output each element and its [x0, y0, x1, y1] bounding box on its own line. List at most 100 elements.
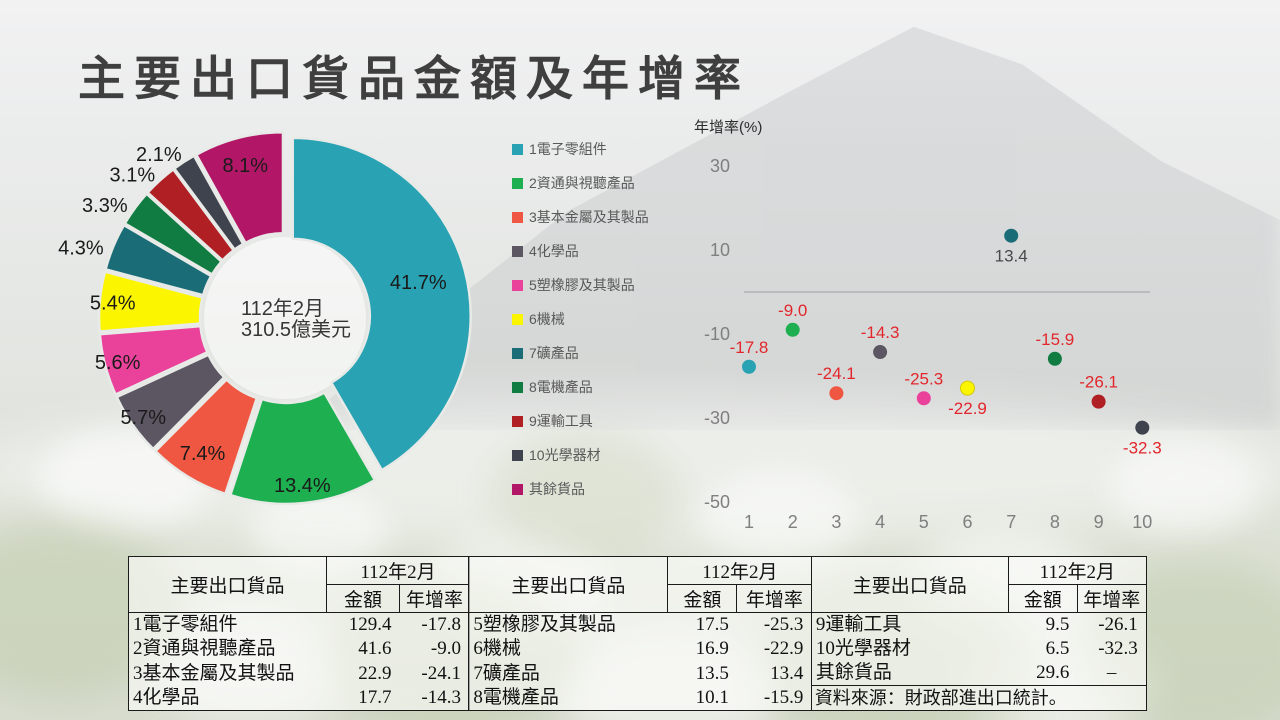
scatter-point-1電子零組件 [742, 359, 756, 374]
cell-amount: 22.9 [358, 662, 392, 684]
legend-swatch [512, 415, 523, 427]
legend-swatch [512, 313, 523, 325]
cell-amount: 17.5 [695, 614, 729, 636]
pie-slice-1電子零組件 [291, 136, 472, 472]
legend-item-5塑橡膠及其製品: 5塑橡膠及其製品 [512, 268, 649, 302]
legend-swatch [512, 449, 523, 461]
table-row: 10光學器材 6.5 -32.3 [811, 637, 1146, 661]
scatter-xtick: 10 [1132, 512, 1152, 532]
scatter-point-2資通與視聽產品 [785, 322, 800, 337]
scatter-point-label: -24.1 [817, 364, 856, 383]
legend-swatch [512, 245, 523, 257]
table-row: 5塑橡膠及其製品 17.5 -25.3 [469, 613, 812, 638]
scatter-point-9運輸工具 [1091, 394, 1106, 409]
scatter-ytick: 30 [710, 156, 730, 176]
scatter-point-label: -15.9 [1036, 330, 1075, 349]
scatter-xtick: 8 [1050, 512, 1060, 532]
col-header-name: 主要出口貨品 [128, 556, 327, 613]
legend-swatch [512, 381, 523, 393]
pie-slice-5塑橡膠及其製品 [98, 324, 209, 396]
legend-label: 9運輸工具 [529, 413, 593, 429]
scatter-point-label: -26.1 [1079, 373, 1118, 392]
export-table-section-2: 主要出口貨品 112年2月 金額 年增率 5塑橡膠及其製品 17.5 -25.3 6機械 16.… [468, 556, 813, 711]
pie-slice-label: 5.7% [120, 407, 166, 429]
legend-item-3基本金屬及其製品: 3基本金屬及其製品 [512, 200, 649, 234]
cell-growth: -9.0 [430, 638, 461, 660]
cell-amount: 129.4 [348, 614, 392, 636]
scatter-point-10光學器材 [1135, 420, 1150, 435]
scatter-point-6機械 [960, 380, 975, 396]
export-table-section-1: 主要出口貨品 112年2月 金額 年增率 1電子零組件 129.4 -17.8 2資通與視聽產… [128, 556, 470, 711]
pie-slice-label: 5.4% [90, 293, 136, 315]
legend-swatch [512, 143, 523, 155]
cell-amount: 10.1 [695, 686, 729, 708]
data-source-note: 資料來源：財政部進出口統計。 [811, 685, 1147, 711]
cell-amount: 17.7 [358, 686, 392, 708]
legend-item-7礦產品: 7礦產品 [512, 336, 649, 370]
legend-label: 2資通與視聽產品 [529, 175, 635, 191]
pie-slice-8電機產品 [123, 192, 223, 276]
col-header-period: 112年2月 [667, 556, 813, 585]
legend-swatch [512, 211, 523, 223]
legend-swatch [512, 483, 523, 495]
scatter-ytick: -30 [704, 408, 730, 428]
table-source-row: 資料來源：財政部進出口統計。 [811, 685, 1147, 711]
pie-slice-label: 3.3% [82, 195, 128, 217]
table-row: 其餘貨品 29.6 – [811, 661, 1146, 686]
scatter-ylabel: 年增率(%) [694, 119, 762, 136]
pie-slice-label: 7.4% [180, 443, 226, 465]
cell-amount: 29.6 [1036, 662, 1070, 683]
col-header-growth: 年增率 [399, 584, 470, 613]
cell-growth: -25.3 [763, 614, 804, 636]
cell-growth: 13.4 [770, 662, 804, 684]
pie-slice-4化學品 [115, 353, 226, 451]
legend-label: 8電機產品 [529, 379, 593, 395]
cell-growth: -26.1 [1098, 614, 1138, 635]
scatter-point-5塑橡膠及其製品 [916, 391, 931, 406]
legend-item-其餘貨品: 其餘貨品 [512, 472, 649, 506]
legend-label: 3基本金屬及其製品 [529, 209, 649, 225]
pie-slice-label: 41.7% [390, 272, 447, 294]
pie-slice-6機械 [97, 270, 204, 333]
cell-growth: -32.3 [1098, 638, 1138, 659]
cell-growth: – [1106, 662, 1117, 683]
cell-amount: 16.9 [695, 638, 729, 660]
cell-item-name: 3基本金屬及其製品 [133, 662, 295, 684]
scatter-xtick: 5 [919, 512, 929, 532]
col-header-period: 112年2月 [1007, 556, 1147, 585]
pie-slice-label: 13.4% [274, 475, 331, 497]
pie-slice-label: 8.1% [222, 155, 268, 177]
legend-item-4化學品: 4化學品 [512, 234, 649, 268]
col-header-growth: 年增率 [1076, 584, 1147, 613]
col-header-name: 主要出口貨品 [468, 556, 669, 613]
legend-item-8電機產品: 8電機產品 [512, 370, 649, 404]
donut-hole [204, 237, 366, 399]
legend-swatch [512, 177, 523, 189]
scatter-point-label: -14.3 [861, 323, 900, 342]
scatter-chart: 年增率(%) 30 10 -10 -30 -50 1 2 3 4 5 6 7 8 9 10 -17.8 -9.0 -… [694, 119, 1162, 532]
cell-growth: -22.9 [763, 638, 804, 660]
scatter-xtick: 4 [875, 512, 885, 532]
col-header-amount: 金額 [326, 584, 400, 613]
col-header-period: 112年2月 [326, 556, 470, 585]
cell-growth: -17.8 [421, 614, 461, 636]
cell-item-name: 7礦產品 [473, 662, 540, 684]
cell-amount: 13.5 [695, 662, 729, 684]
pie-slice-9運輸工具 [146, 168, 235, 262]
scatter-ytick: -10 [704, 324, 730, 344]
cell-item-name: 6機械 [473, 638, 521, 660]
legend-swatch [512, 279, 523, 291]
cell-item-name: 其餘貨品 [815, 662, 892, 683]
col-header-growth: 年增率 [736, 584, 813, 613]
pie-slice-label: 3.1% [110, 164, 156, 186]
col-header-name: 主要出口貨品 [810, 556, 1009, 613]
col-header-amount: 金額 [1007, 584, 1078, 613]
cell-item-name: 10光學器材 [815, 638, 911, 659]
cell-item-name: 1電子零組件 [133, 614, 238, 636]
pie-slice-2資通與視聽產品 [229, 391, 377, 506]
scatter-point-label: -17.8 [730, 338, 769, 357]
table-row: 8電機產品 10.1 -15.9 [469, 686, 812, 711]
scatter-point-label: -22.9 [948, 399, 987, 418]
legend-label: 10光學器材 [529, 447, 601, 463]
scatter-ytick: 10 [710, 240, 730, 260]
